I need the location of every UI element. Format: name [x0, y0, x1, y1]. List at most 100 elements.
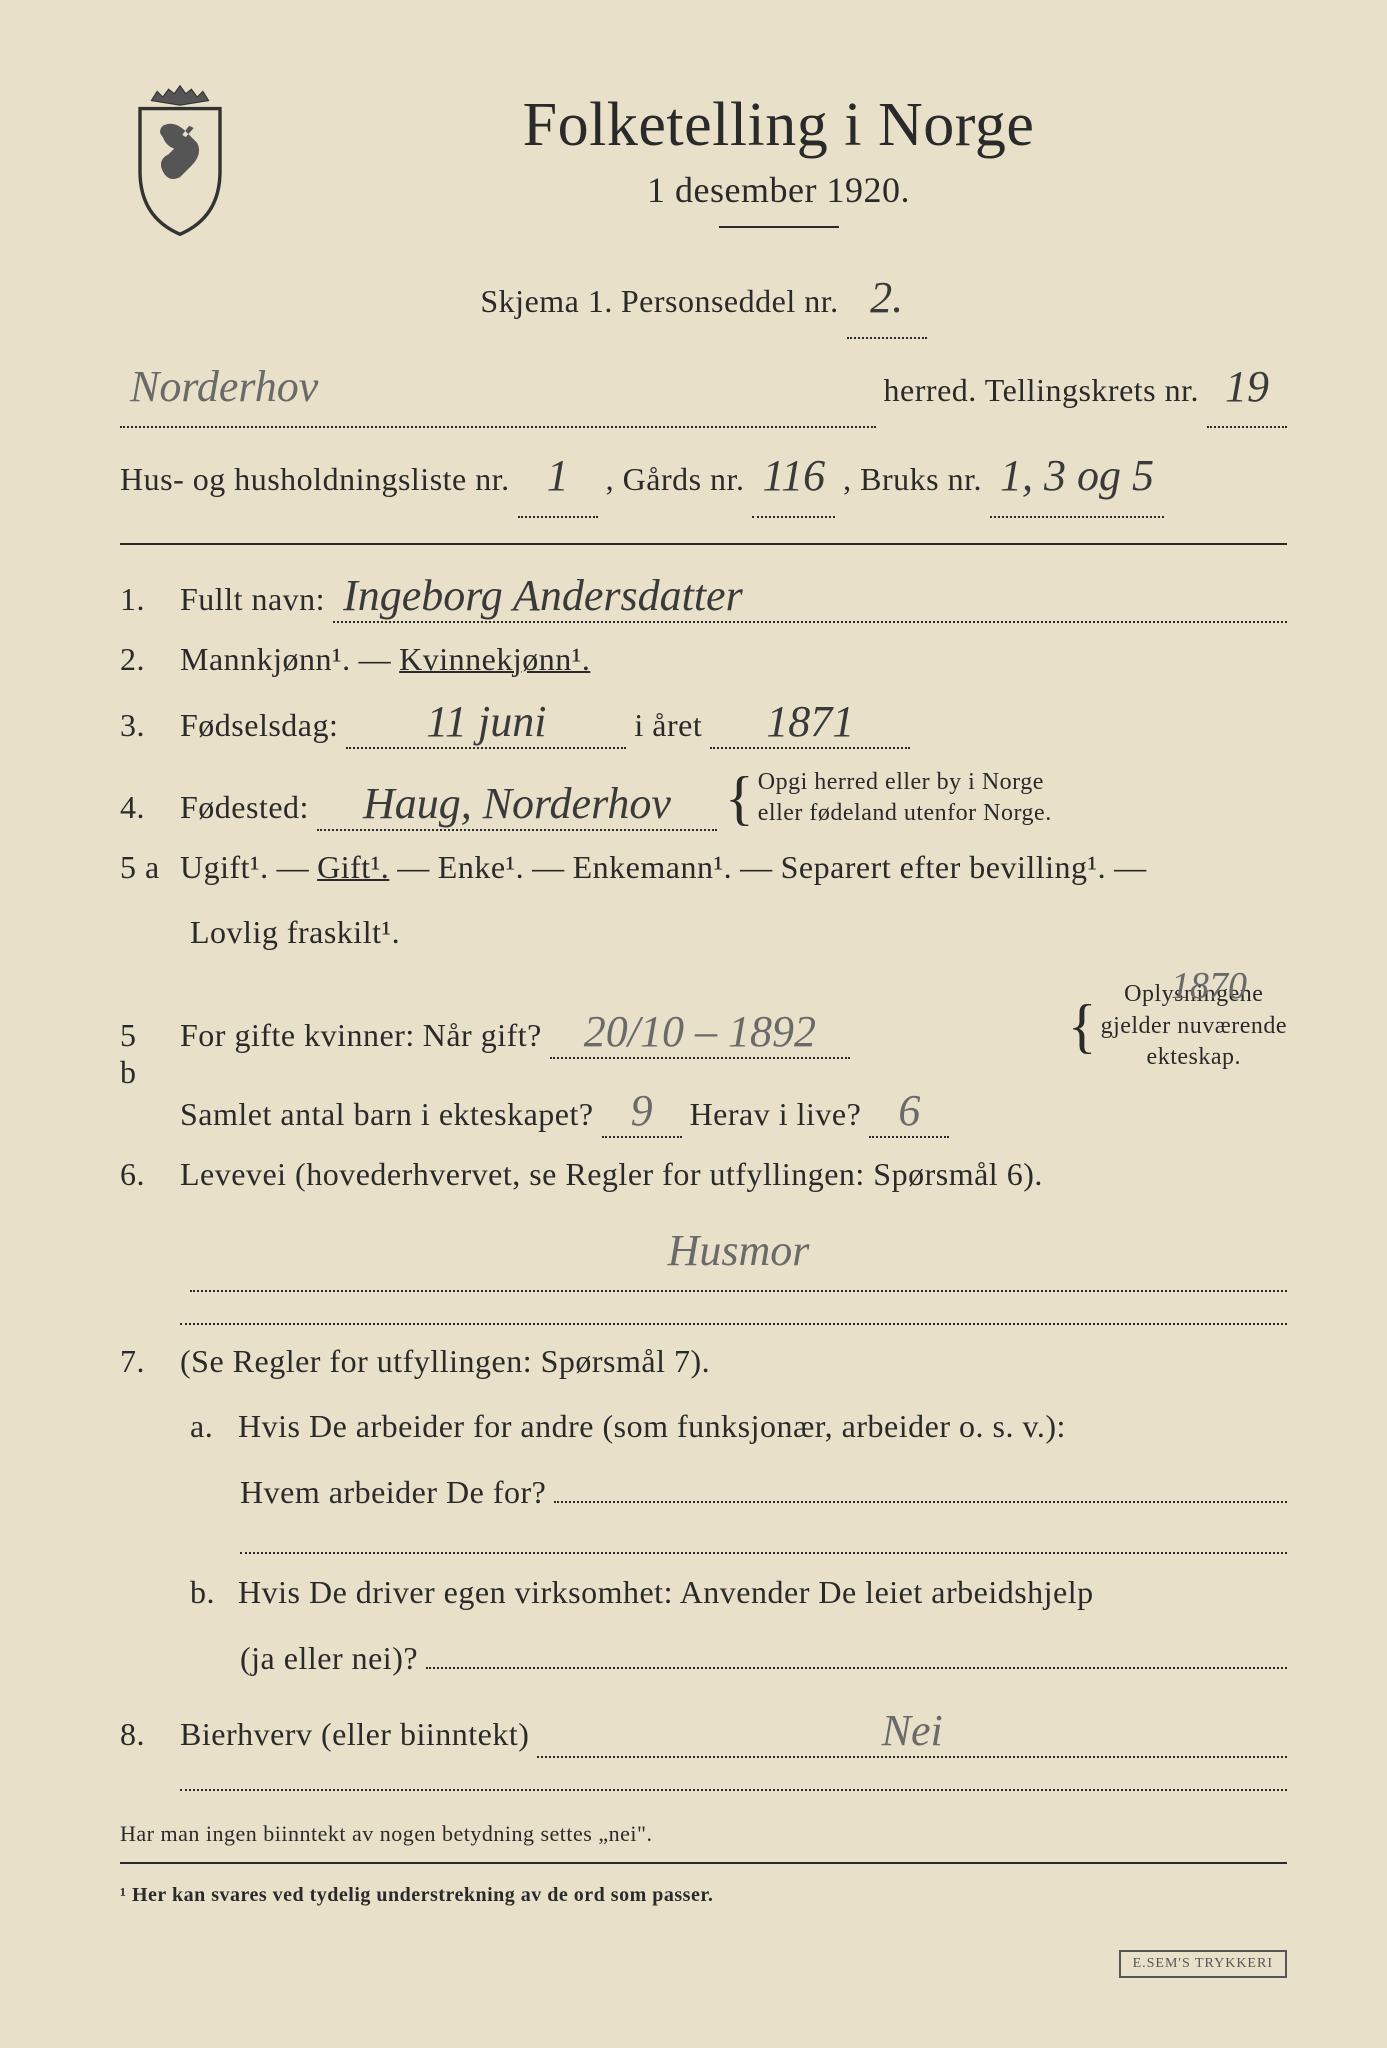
q5a-enke: Enke¹. — [438, 849, 524, 886]
hus-label: Hus- og husholdningsliste nr. — [120, 451, 510, 509]
q7b-text: Hvis De driver egen virksomhet: Anvender… — [238, 1564, 1094, 1622]
header: Folketelling i Norge 1 desember 1920. — [120, 80, 1287, 248]
q7a-sub-label: Hvem arbeider De for? — [240, 1464, 546, 1522]
q1-num: 1. — [120, 581, 160, 618]
footnote: Har man ingen biinntekt av nogen betydni… — [120, 1821, 1287, 1847]
q5b-label: For gifte kvinner: — [180, 1017, 415, 1054]
q2-mann: Mannkjønn¹. — [180, 641, 351, 678]
q5a-gift: Gift¹. — [317, 849, 389, 886]
q2-num: 2. — [120, 641, 160, 678]
tellingskrets-nr: 19 — [1207, 347, 1287, 428]
q7a-text: Hvis De arbeider for andre (som funksjon… — [238, 1398, 1066, 1456]
q6-num: 6. — [120, 1156, 160, 1193]
divider — [719, 226, 839, 228]
brace-icon: { — [1068, 1011, 1097, 1041]
q4-num: 4. — [120, 789, 160, 826]
q7b-sub-label: (ja eller nei)? — [240, 1630, 418, 1688]
q5b-note3: ekteskap. — [1147, 1044, 1241, 1070]
brace-icon: { — [725, 783, 754, 813]
bruks-nr: 1, 3 og 5 — [990, 436, 1164, 517]
subtitle: 1 desember 1920. — [270, 169, 1287, 211]
q7a-num: a. — [190, 1398, 230, 1456]
q7b-num: b. — [190, 1564, 230, 1622]
dash: — — [277, 849, 310, 886]
q4: 4. Fødested: Haug, Norderhov { Opgi herr… — [120, 767, 1287, 831]
q1: 1. Fullt navn: Ingeborg Andersdatter — [120, 570, 1287, 623]
q5a-separert: Separert efter bevilling¹. — [781, 849, 1107, 886]
dash: — — [740, 849, 773, 886]
coat-of-arms-icon — [120, 80, 240, 240]
q5a-ugift: Ugift¹. — [180, 849, 269, 886]
q2-dash: — — [359, 641, 392, 678]
blank-line — [180, 1322, 1287, 1325]
q7: 7. (Se Regler for utfyllingen: Spørsmål … — [120, 1343, 1287, 1380]
q4-label: Fødested: — [180, 789, 309, 826]
gards-nr: 116 — [752, 436, 835, 517]
q5b: 5 b For gifte kvinner: Når gift? 20/10 –… — [120, 979, 1287, 1138]
q3-num: 3. — [120, 707, 160, 744]
q5a-fraskilt: Lovlig fraskilt¹. — [190, 904, 400, 962]
gards-label: , Gårds nr. — [606, 451, 745, 509]
q5b-num: 5 b — [120, 1017, 160, 1091]
q5a-line2: Lovlig fraskilt¹. — [190, 904, 1287, 962]
main-title: Folketelling i Norge — [270, 90, 1287, 161]
hus-nr: 1 — [518, 436, 598, 517]
q5b-barn-label: Samlet antal barn i ekteskapet? — [180, 1096, 594, 1133]
q7a: a. Hvis De arbeider for andre (som funks… — [190, 1398, 1287, 1456]
q7a-sub: Hvem arbeider De for? — [240, 1464, 1287, 1522]
q8: 8. Bierhverv (eller biinntekt) Nei — [120, 1705, 1287, 1758]
q5a-num: 5 a — [120, 849, 160, 886]
herred-label: herred. — [884, 362, 977, 420]
q4-note2: eller fødeland utenfor Norge. — [758, 800, 1052, 826]
q1-label: Fullt navn: — [180, 581, 325, 618]
q8-label: Bierhverv (eller biinntekt) — [180, 1716, 529, 1753]
printer-stamp: E.SEM'S TRYKKERI — [1119, 1950, 1287, 1978]
q6: 6. Levevei (hovederhvervet, se Regler fo… — [120, 1156, 1287, 1193]
q5b-note2: gjelder nuværende — [1101, 1013, 1287, 1039]
form-id-line: Skjema 1. Personseddel nr. 2. — [120, 258, 1287, 339]
census-form-page: Folketelling i Norge 1 desember 1920. Sk… — [0, 0, 1387, 2048]
q6-value: Husmor — [190, 1211, 1287, 1292]
q1-value: Ingeborg Andersdatter — [333, 570, 1287, 623]
q3: 3. Fødselsdag: 11 juni i året 1871 — [120, 696, 1287, 749]
hus-line: Hus- og husholdningsliste nr. 1 , Gårds … — [120, 436, 1287, 517]
q5b-barn-value: 9 — [602, 1085, 682, 1138]
title-block: Folketelling i Norge 1 desember 1920. — [270, 80, 1287, 248]
dash: — — [397, 849, 430, 886]
tellingskrets-label: Tellingskrets nr. — [985, 362, 1199, 420]
q7-num: 7. — [120, 1343, 160, 1380]
personseddel-label: Personseddel nr. — [621, 273, 839, 331]
q5b-herav-label: Herav i live? — [690, 1096, 862, 1133]
q5a: 5 a Ugift¹. — Gift¹. — Enke¹. — Enkemann… — [120, 849, 1287, 886]
personseddel-nr: 2. — [847, 258, 927, 339]
footer-divider — [120, 1862, 1287, 1864]
q3-label: Fødselsdag: — [180, 707, 338, 744]
blank-line — [240, 1551, 1287, 1554]
q5b-nargift-value: 20/10 – 1892 — [550, 1006, 850, 1059]
q7b-sub: (ja eller nei)? — [240, 1630, 1287, 1688]
herred-value: Norderhov — [120, 347, 876, 428]
q4-note: Opgi herred eller by i Norge eller fødel… — [758, 767, 1052, 829]
q7-label: (Se Regler for utfyllingen: Spørsmål 7). — [180, 1343, 710, 1380]
dash: — — [1114, 849, 1147, 886]
q2-kvinne: Kvinnekjønn¹. — [399, 641, 590, 678]
q3-year: 1871 — [710, 696, 910, 749]
q5a-enkemann: Enkemann¹. — [573, 849, 732, 886]
q6-value-line: Husmor — [190, 1211, 1287, 1292]
q8-num: 8. — [120, 1716, 160, 1753]
blank-line — [180, 1788, 1287, 1791]
q4-note1: Opgi herred eller by i Norge — [758, 769, 1044, 795]
q7b-value — [426, 1667, 1287, 1669]
q5b-herav-value: 6 — [869, 1085, 949, 1138]
q5b-nargift: Når gift? — [423, 1017, 542, 1054]
q4-value: Haug, Norderhov — [317, 778, 717, 831]
q5b-margin-note: 1870 — [1171, 964, 1247, 1008]
q3-day: 11 juni — [346, 696, 626, 749]
dash: — — [532, 849, 565, 886]
herred-line: Norderhov herred. Tellingskrets nr. 19 — [120, 347, 1287, 428]
q6-label: Levevei (hovederhvervet, se Regler for u… — [180, 1156, 1043, 1193]
section-divider — [120, 543, 1287, 545]
q4-note-wrap: { Opgi herred eller by i Norge eller fød… — [725, 767, 1052, 829]
q3-year-label: i året — [634, 707, 702, 744]
q2: 2. Mannkjønn¹. — Kvinnekjønn¹. — [120, 641, 1287, 678]
